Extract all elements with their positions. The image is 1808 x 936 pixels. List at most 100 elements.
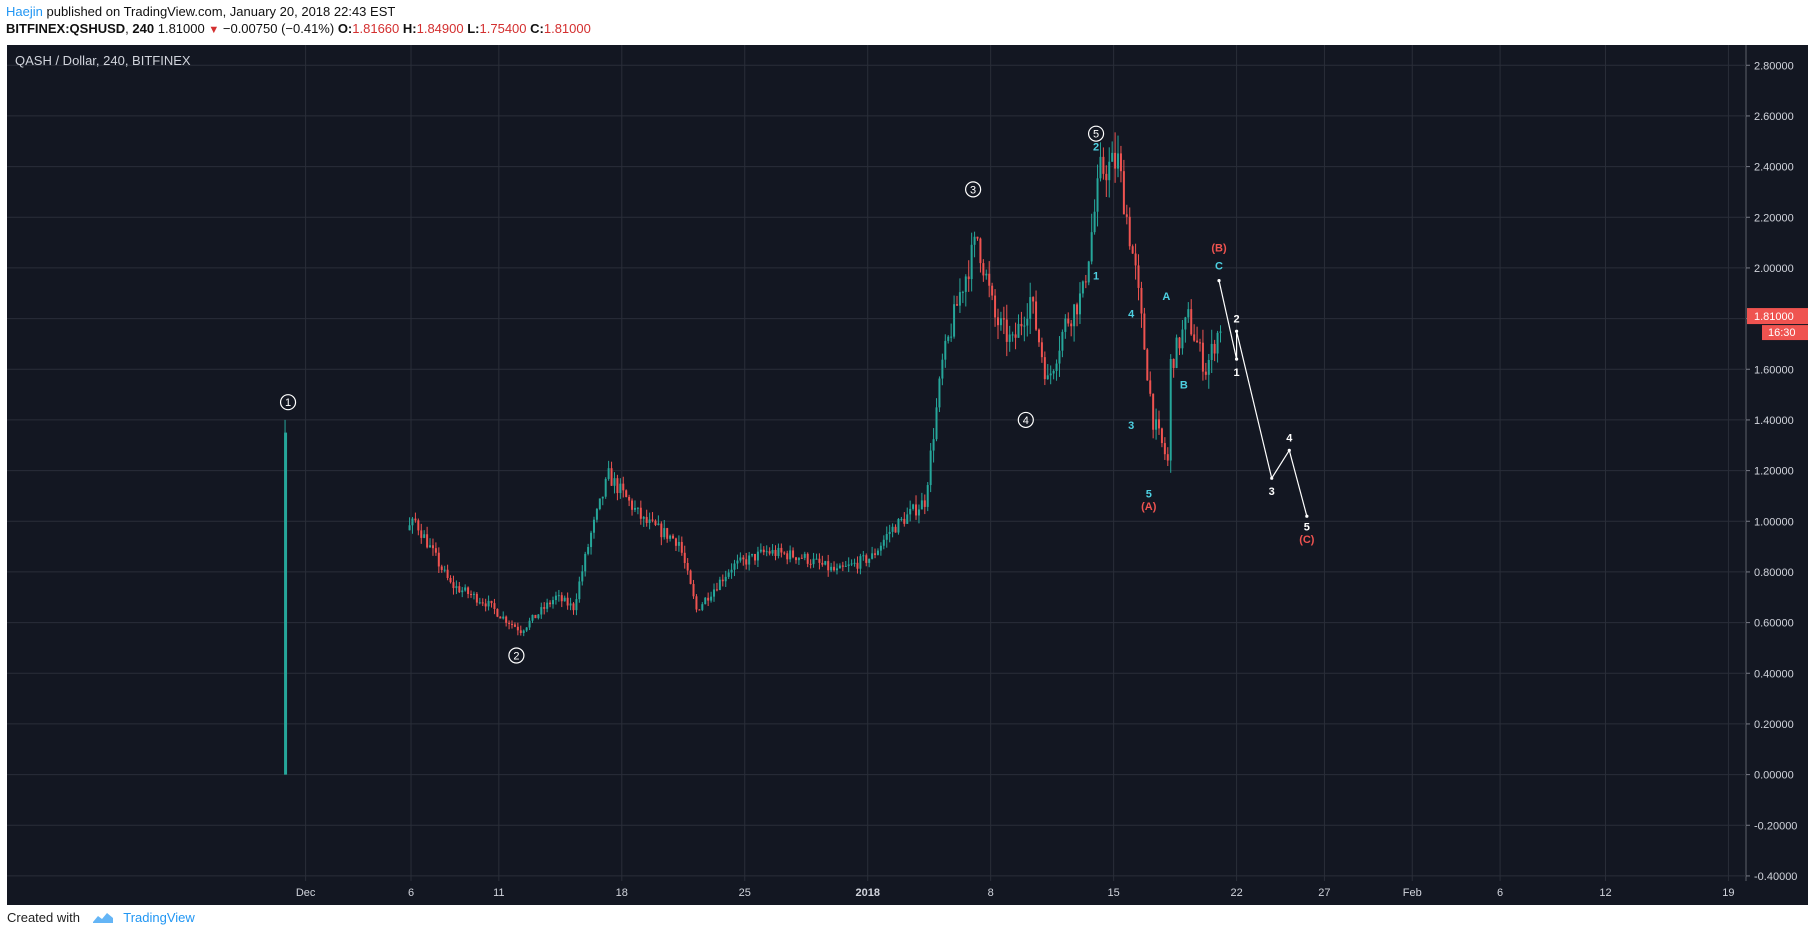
candle xyxy=(1105,173,1108,181)
candle xyxy=(783,552,786,554)
candle xyxy=(847,564,850,566)
projection-point xyxy=(1234,329,1239,333)
candle xyxy=(964,276,967,292)
y-tick-label: 0.00000 xyxy=(1754,770,1794,782)
wave-label: 4 xyxy=(1023,415,1029,427)
time-axis[interactable] xyxy=(7,881,1808,905)
interval: 240 xyxy=(132,21,155,36)
candle xyxy=(777,547,780,556)
candle xyxy=(862,555,865,557)
candle xyxy=(727,572,730,577)
candle xyxy=(578,581,581,600)
candle xyxy=(956,304,959,306)
candle xyxy=(994,295,997,318)
tradingview-link[interactable]: TradingView xyxy=(123,910,195,925)
x-tick-label: Dec xyxy=(296,887,316,899)
candle xyxy=(762,549,765,553)
candle xyxy=(284,432,288,775)
candle xyxy=(844,565,847,567)
candle xyxy=(879,545,882,551)
price-axis[interactable] xyxy=(1746,45,1808,881)
candle xyxy=(502,616,505,619)
candle xyxy=(470,594,473,596)
candle xyxy=(1125,214,1128,217)
candle xyxy=(525,627,528,631)
candle xyxy=(572,603,575,611)
candle xyxy=(1149,380,1152,394)
projection-line xyxy=(1218,280,1308,517)
candle xyxy=(768,551,771,554)
candle xyxy=(516,626,519,631)
candle xyxy=(1172,358,1175,368)
candle xyxy=(426,534,429,548)
candle xyxy=(856,562,859,569)
footer: Created with TradingView xyxy=(7,910,195,927)
y-tick-label: 1.20000 xyxy=(1754,466,1794,478)
chart-title: QASH / Dollar, 240, BITFINEX xyxy=(15,53,191,68)
candle xyxy=(950,336,953,338)
candle xyxy=(604,478,607,497)
wave-label: 1 xyxy=(1234,367,1240,379)
candle xyxy=(885,533,888,540)
candle xyxy=(639,507,642,519)
candle xyxy=(616,478,619,494)
candle xyxy=(551,600,554,605)
candle xyxy=(666,528,669,539)
candle xyxy=(1093,211,1096,233)
candle xyxy=(560,595,563,602)
candle xyxy=(771,549,774,554)
candle xyxy=(487,600,490,607)
wave-label: A xyxy=(1162,291,1170,303)
last-price-tag xyxy=(1747,308,1808,325)
candle xyxy=(455,586,458,589)
candle xyxy=(431,545,434,549)
candle xyxy=(1201,342,1204,372)
candle xyxy=(499,616,502,619)
wave-label-circle xyxy=(1087,125,1105,142)
candle xyxy=(464,587,467,591)
publish-info: Haejin published on TradingView.com, Jan… xyxy=(6,4,395,19)
candle xyxy=(850,563,853,565)
plot-area[interactable] xyxy=(7,45,1746,881)
candle xyxy=(1037,329,1040,343)
candle xyxy=(874,553,877,555)
projection-point xyxy=(1270,476,1274,480)
candle xyxy=(423,534,426,538)
candle xyxy=(472,593,475,595)
candle xyxy=(774,549,777,556)
x-tick-label: 22 xyxy=(1230,887,1242,899)
candle xyxy=(1026,318,1029,326)
author-link[interactable]: Haejin xyxy=(6,4,43,19)
candle xyxy=(669,535,672,539)
candle xyxy=(1140,287,1143,314)
candle xyxy=(1055,363,1058,371)
projection-point xyxy=(1305,514,1309,518)
candle xyxy=(754,554,757,561)
candle xyxy=(1158,419,1161,429)
candle xyxy=(935,407,938,440)
candle xyxy=(991,285,994,296)
candle xyxy=(672,535,675,539)
candle xyxy=(628,496,631,501)
candle xyxy=(519,630,522,634)
candle xyxy=(961,291,964,293)
last-price-label: 1.81000 xyxy=(1754,311,1794,323)
candle xyxy=(920,500,923,510)
wave-label: 1 xyxy=(1093,271,1099,283)
candle xyxy=(739,557,742,561)
candle xyxy=(786,553,789,560)
candle xyxy=(800,557,803,559)
x-tick-label: 18 xyxy=(616,887,628,899)
candle xyxy=(1131,246,1134,254)
candle xyxy=(917,509,920,516)
down-triangle-icon: ▼ xyxy=(208,24,220,36)
candle xyxy=(1146,349,1149,381)
candle xyxy=(812,558,815,565)
wave-label: B xyxy=(1180,379,1188,391)
candle xyxy=(841,565,844,567)
candle xyxy=(982,263,985,276)
candle xyxy=(601,496,604,499)
candle xyxy=(806,553,809,564)
candle xyxy=(1117,153,1120,169)
